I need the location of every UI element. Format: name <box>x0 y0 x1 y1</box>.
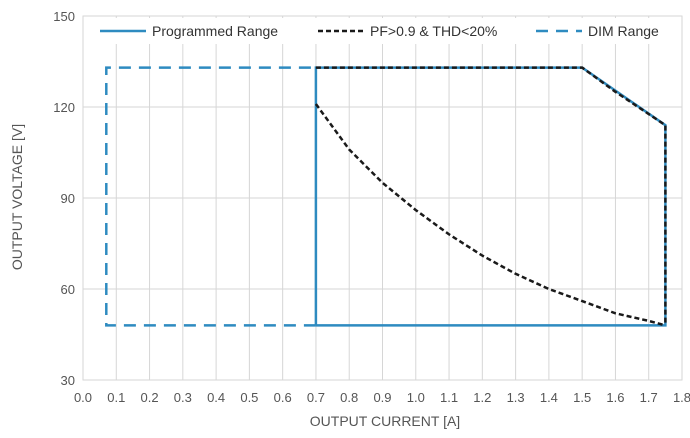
x-tick-label: 0.1 <box>107 390 125 405</box>
tick-labels: 0.0 0.1 0.2 0.3 0.4 0.5 0.6 0.7 0.8 0.9 1.0 1.1 1.2 1… <box>53 9 690 405</box>
x-tick-label: 1.6 <box>606 390 624 405</box>
x-tick-label: 0.3 <box>174 390 192 405</box>
x-tick-label: 0.4 <box>207 390 225 405</box>
series-pf-thd-curve <box>314 103 666 327</box>
x-tick-label: 0.2 <box>141 390 159 405</box>
y-axis-title: OUTPUT VOLTAGE [V] <box>9 124 25 270</box>
x-tick-label: 1.2 <box>473 390 491 405</box>
legend-dim-range-label: DIM Range <box>588 23 659 39</box>
x-tick-label: 1.3 <box>507 390 525 405</box>
x-tick-label: 0.8 <box>340 390 358 405</box>
x-tick-label: 1.4 <box>540 390 558 405</box>
series-pf-thd-upper <box>315 66 667 326</box>
legend: Programmed Range PF>0.9 & THD<20% DIM Rang… <box>96 18 674 44</box>
series <box>105 66 667 327</box>
y-tick-label: 120 <box>53 100 75 115</box>
y-tick-label: 150 <box>53 9 75 24</box>
y-tick-label: 30 <box>61 373 75 388</box>
plot-frame <box>82 15 683 381</box>
x-tick-label: 1.7 <box>640 390 658 405</box>
legend-programmed-range-label: Programmed Range <box>152 23 278 39</box>
x-tick-label: 0.7 <box>307 390 325 405</box>
y-tick-label: 60 <box>61 282 75 297</box>
x-tick-label: 0.0 <box>74 390 92 405</box>
x-tick-label: 0.6 <box>274 390 292 405</box>
series-programmed-range <box>314 66 667 327</box>
x-tick-label: 1.5 <box>573 390 591 405</box>
x-tick-label: 1.0 <box>407 390 425 405</box>
x-tick-label: 1.1 <box>440 390 458 405</box>
series-dim-range <box>105 66 316 327</box>
x-axis-title: OUTPUT CURRENT [A] <box>310 413 460 429</box>
x-tick-label: 1.8 <box>673 390 690 405</box>
legend-pf-thd-label: PF>0.9 & THD<20% <box>370 23 497 39</box>
y-tick-label: 90 <box>61 191 75 206</box>
grid <box>82 15 683 381</box>
x-tick-label: 0.9 <box>373 390 391 405</box>
x-tick-label: 0.5 <box>240 390 258 405</box>
